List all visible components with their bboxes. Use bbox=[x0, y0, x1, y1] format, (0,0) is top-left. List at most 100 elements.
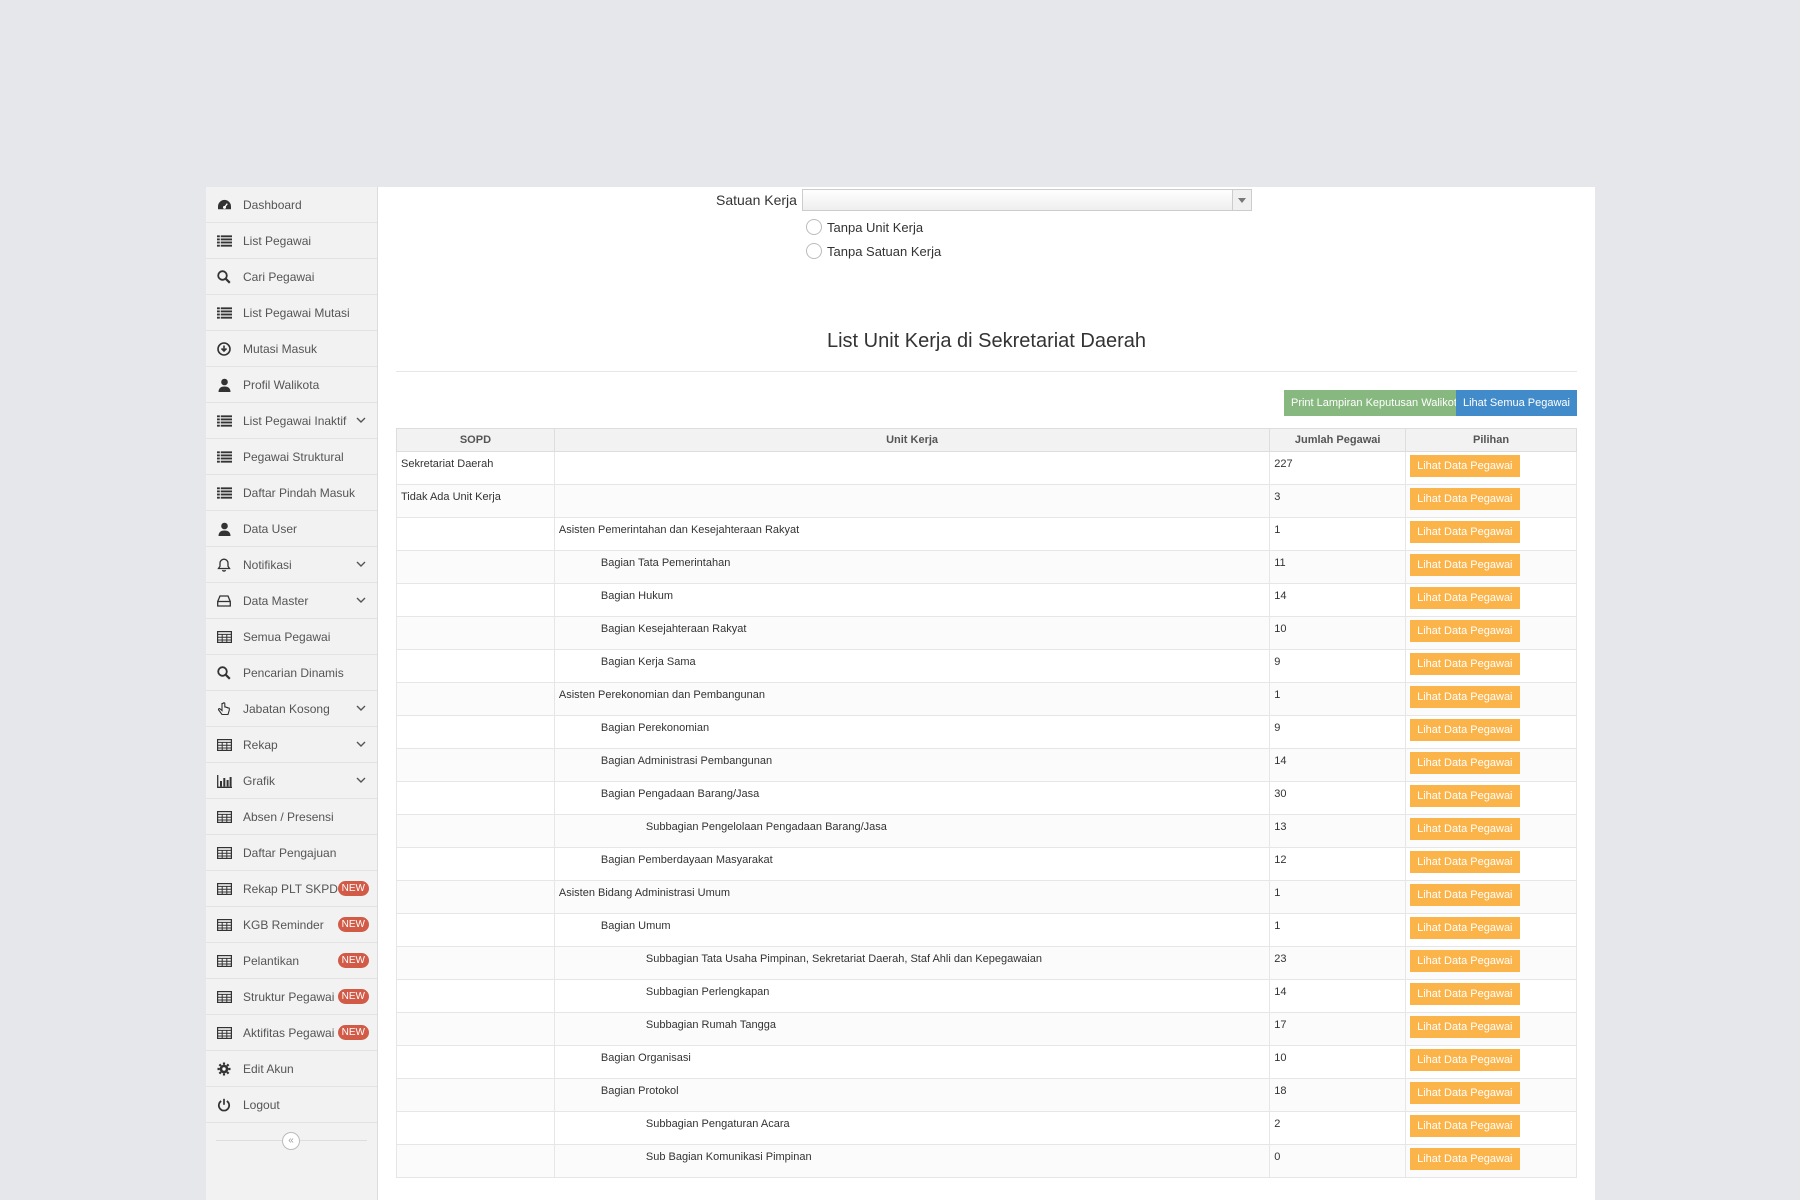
lihat-data-pegawai-button[interactable]: Lihat Data Pegawai bbox=[1410, 488, 1520, 510]
lihat-data-pegawai-button[interactable]: Lihat Data Pegawai bbox=[1410, 818, 1520, 840]
cell-unit-kerja bbox=[553, 484, 1271, 518]
sidebar-item-label: Aktifitas Pegawai bbox=[243, 1026, 335, 1040]
sidebar-item-pencarian-dinamis[interactable]: Pencarian Dinamis bbox=[206, 655, 377, 691]
lihat-data-pegawai-button[interactable]: Lihat Data Pegawai bbox=[1410, 521, 1520, 543]
lihat-data-pegawai-button[interactable]: Lihat Data Pegawai bbox=[1410, 950, 1520, 972]
lihat-data-pegawai-button[interactable]: Lihat Data Pegawai bbox=[1410, 1049, 1520, 1071]
cell-jumlah-pegawai: 30 bbox=[1269, 781, 1407, 815]
cell-unit-kerja: Bagian Kesejahteraan Rakyat bbox=[553, 616, 1271, 650]
table-row: Bagian Umum 1 Lihat Data Pegawai bbox=[396, 913, 1577, 947]
sidebar-item-dashboard[interactable]: Dashboard bbox=[206, 187, 377, 223]
sidebar-item-mutasi-masuk[interactable]: Mutasi Masuk bbox=[206, 331, 377, 367]
lihat-data-pegawai-button[interactable]: Lihat Data Pegawai bbox=[1410, 983, 1520, 1005]
cell-pilihan: Lihat Data Pegawai bbox=[1405, 1012, 1577, 1046]
sidebar-item-logout[interactable]: Logout bbox=[206, 1087, 377, 1123]
sidebar-item-list-pegawai[interactable]: List Pegawai bbox=[206, 223, 377, 259]
lihat-data-pegawai-button[interactable]: Lihat Data Pegawai bbox=[1410, 752, 1520, 774]
lihat-data-pegawai-button[interactable]: Lihat Data Pegawai bbox=[1410, 884, 1520, 906]
sidebar-item-pelantikan[interactable]: Pelantikan NEW bbox=[206, 943, 377, 979]
lihat-data-pegawai-button[interactable]: Lihat Data Pegawai bbox=[1410, 1016, 1520, 1038]
cell-jumlah-pegawai: 11 bbox=[1269, 550, 1407, 584]
lihat-data-pegawai-button[interactable]: Lihat Data Pegawai bbox=[1410, 1082, 1520, 1104]
lihat-data-pegawai-button[interactable]: Lihat Data Pegawai bbox=[1410, 719, 1520, 741]
sidebar-collapse-button[interactable]: « bbox=[282, 1132, 300, 1150]
cell-pilihan: Lihat Data Pegawai bbox=[1405, 1078, 1577, 1112]
chevron-down-icon[interactable] bbox=[1232, 190, 1251, 210]
table-row: Tidak Ada Unit Kerja 3 Lihat Data Pegawai bbox=[396, 484, 1577, 518]
sidebar-item-profil-walikota[interactable]: Profil Walikota bbox=[206, 367, 377, 403]
cell-jumlah-pegawai: 12 bbox=[1269, 847, 1407, 881]
sidebar-item-label: Edit Akun bbox=[243, 1062, 294, 1076]
radio-tanpa-satuan-kerja[interactable] bbox=[806, 243, 822, 259]
lihat-semua-pegawai-button[interactable]: Lihat Semua Pegawai bbox=[1455, 390, 1577, 416]
title-divider bbox=[396, 371, 1577, 372]
lihat-data-pegawai-button[interactable]: Lihat Data Pegawai bbox=[1410, 587, 1520, 609]
print-lampiran-button[interactable]: Print Lampiran Keputusan Walikota bbox=[1283, 390, 1470, 416]
radio-tanpa-unit-kerja-row[interactable]: Tanpa Unit Kerja bbox=[806, 219, 923, 235]
sidebar-item-daftar-pindah-masuk[interactable]: Daftar Pindah Masuk bbox=[206, 475, 377, 511]
sidebar-item-semua-pegawai[interactable]: Semua Pegawai bbox=[206, 619, 377, 655]
lihat-data-pegawai-button[interactable]: Lihat Data Pegawai bbox=[1410, 455, 1520, 477]
table-row: Bagian Pemberdayaan Masyarakat 12 Lihat Da… bbox=[396, 847, 1577, 881]
cell-sopd bbox=[396, 847, 555, 881]
download-circle-icon bbox=[216, 342, 232, 356]
sidebar-item-list-pegawai-inaktif[interactable]: List Pegawai Inaktif bbox=[206, 403, 377, 439]
sidebar-item-daftar-pengajuan[interactable]: Daftar Pengajuan bbox=[206, 835, 377, 871]
lihat-data-pegawai-button[interactable]: Lihat Data Pegawai bbox=[1410, 1115, 1520, 1137]
sidebar-item-grafik[interactable]: Grafik bbox=[206, 763, 377, 799]
lihat-data-pegawai-button[interactable]: Lihat Data Pegawai bbox=[1410, 653, 1520, 675]
sidebar-item-pegawai-struktural[interactable]: Pegawai Struktural bbox=[206, 439, 377, 475]
cell-jumlah-pegawai: 13 bbox=[1269, 814, 1407, 848]
sidebar-item-data-master[interactable]: Data Master bbox=[206, 583, 377, 619]
radio-tanpa-satuan-kerja-row[interactable]: Tanpa Satuan Kerja bbox=[806, 243, 941, 259]
table-row: Bagian Kesejahteraan Rakyat 10 Lihat Data … bbox=[396, 616, 1577, 650]
cell-jumlah-pegawai: 9 bbox=[1269, 715, 1407, 749]
sidebar-item-label: Cari Pegawai bbox=[243, 270, 315, 284]
table-body: Sekretariat Daerah 227 Lihat Data Pegawai T… bbox=[396, 451, 1577, 1178]
sidebar-item-rekap[interactable]: Rekap bbox=[206, 727, 377, 763]
sidebar-item-data-user[interactable]: Data User bbox=[206, 511, 377, 547]
lihat-data-pegawai-button[interactable]: Lihat Data Pegawai bbox=[1410, 686, 1520, 708]
cell-unit-kerja: Bagian Protokol bbox=[553, 1078, 1271, 1112]
cell-unit-kerja: Bagian Pengadaan Barang/Jasa bbox=[553, 781, 1271, 815]
sidebar-item-aktifitas-pegawai[interactable]: Aktifitas Pegawai NEW bbox=[206, 1015, 377, 1051]
satuan-kerja-label: Satuan Kerja : bbox=[716, 192, 805, 208]
cell-jumlah-pegawai: 3 bbox=[1269, 484, 1407, 518]
cell-sopd bbox=[396, 682, 555, 716]
list-icon bbox=[216, 486, 232, 500]
cell-pilihan: Lihat Data Pegawai bbox=[1405, 616, 1577, 650]
radio-tanpa-unit-kerja[interactable] bbox=[806, 219, 822, 235]
cell-unit-kerja: Asisten Bidang Administrasi Umum bbox=[553, 880, 1271, 914]
sidebar-item-label: Data User bbox=[243, 522, 298, 536]
header-pilihan: Pilihan bbox=[1405, 428, 1577, 452]
sidebar-item-cari-pegawai[interactable]: Cari Pegawai bbox=[206, 259, 377, 295]
table-row: Bagian Organisasi 10 Lihat Data Pegawai bbox=[396, 1045, 1577, 1079]
sidebar-item-jabatan-kosong[interactable]: Jabatan Kosong bbox=[206, 691, 377, 727]
list-icon bbox=[216, 450, 232, 464]
cell-jumlah-pegawai: 10 bbox=[1269, 616, 1407, 650]
sidebar-item-rekap-plt-skpd[interactable]: Rekap PLT SKPD NEW bbox=[206, 871, 377, 907]
lihat-data-pegawai-button[interactable]: Lihat Data Pegawai bbox=[1410, 917, 1520, 939]
sidebar-item-kgb-reminder[interactable]: KGB Reminder NEW bbox=[206, 907, 377, 943]
cell-pilihan: Lihat Data Pegawai bbox=[1405, 649, 1577, 683]
cell-sopd bbox=[396, 946, 555, 980]
cell-pilihan: Lihat Data Pegawai bbox=[1405, 715, 1577, 749]
cell-jumlah-pegawai: 0 bbox=[1269, 1144, 1407, 1178]
sidebar-item-edit-akun[interactable]: Edit Akun bbox=[206, 1051, 377, 1087]
cell-unit-kerja: Bagian Umum bbox=[553, 913, 1271, 947]
lihat-data-pegawai-button[interactable]: Lihat Data Pegawai bbox=[1410, 620, 1520, 642]
lihat-data-pegawai-button[interactable]: Lihat Data Pegawai bbox=[1410, 785, 1520, 807]
sidebar-item-list-pegawai-mutasi[interactable]: List Pegawai Mutasi bbox=[206, 295, 377, 331]
lihat-data-pegawai-button[interactable]: Lihat Data Pegawai bbox=[1410, 554, 1520, 576]
lihat-data-pegawai-button[interactable]: Lihat Data Pegawai bbox=[1410, 851, 1520, 873]
sidebar-item-struktur-pegawai[interactable]: Struktur Pegawai NEW bbox=[206, 979, 377, 1015]
table-header-row: SOPD Unit Kerja Jumlah Pegawai Pilihan bbox=[396, 428, 1577, 452]
sidebar-item-absen-presensi[interactable]: Absen / Presensi bbox=[206, 799, 377, 835]
cell-sopd bbox=[396, 649, 555, 683]
satuan-kerja-select[interactable] bbox=[802, 189, 1252, 211]
sidebar-item-label: Rekap bbox=[243, 738, 278, 752]
sidebar-item-notifikasi[interactable]: Notifikasi bbox=[206, 547, 377, 583]
lihat-data-pegawai-button[interactable]: Lihat Data Pegawai bbox=[1410, 1148, 1520, 1170]
sidebar: Dashboard List Pegawai Cari Pegawai List Pe… bbox=[206, 187, 378, 1200]
unit-kerja-table: SOPD Unit Kerja Jumlah Pegawai Pilihan S… bbox=[396, 428, 1577, 1178]
